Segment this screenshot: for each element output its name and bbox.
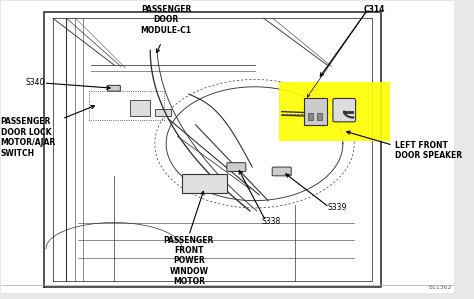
Bar: [308, 113, 312, 120]
Bar: [304, 98, 327, 125]
Text: PASSENGER
FRONT
POWER
WINDOW
MOTOR: PASSENGER FRONT POWER WINDOW MOTOR: [164, 236, 214, 286]
FancyBboxPatch shape: [108, 85, 120, 91]
Bar: [155, 109, 171, 116]
Text: PASSENGER
DOOR
MODULE-C1: PASSENGER DOOR MODULE-C1: [141, 5, 191, 35]
Text: S339: S339: [327, 203, 346, 213]
Bar: [130, 100, 150, 116]
FancyBboxPatch shape: [333, 98, 356, 122]
Bar: [317, 113, 321, 120]
FancyBboxPatch shape: [227, 163, 246, 171]
Bar: [280, 83, 391, 141]
Bar: [182, 174, 228, 193]
Text: S340: S340: [26, 78, 45, 87]
Text: S338: S338: [261, 216, 281, 225]
FancyBboxPatch shape: [272, 167, 291, 176]
Text: 811362: 811362: [428, 285, 452, 290]
Text: C314: C314: [363, 5, 385, 14]
Text: PASSENGER
DOOR LOCK
MOTOR/AJAR
SWITCH: PASSENGER DOOR LOCK MOTOR/AJAR SWITCH: [0, 118, 56, 158]
Text: LEFT FRONT
DOOR SPEAKER: LEFT FRONT DOOR SPEAKER: [395, 141, 462, 160]
